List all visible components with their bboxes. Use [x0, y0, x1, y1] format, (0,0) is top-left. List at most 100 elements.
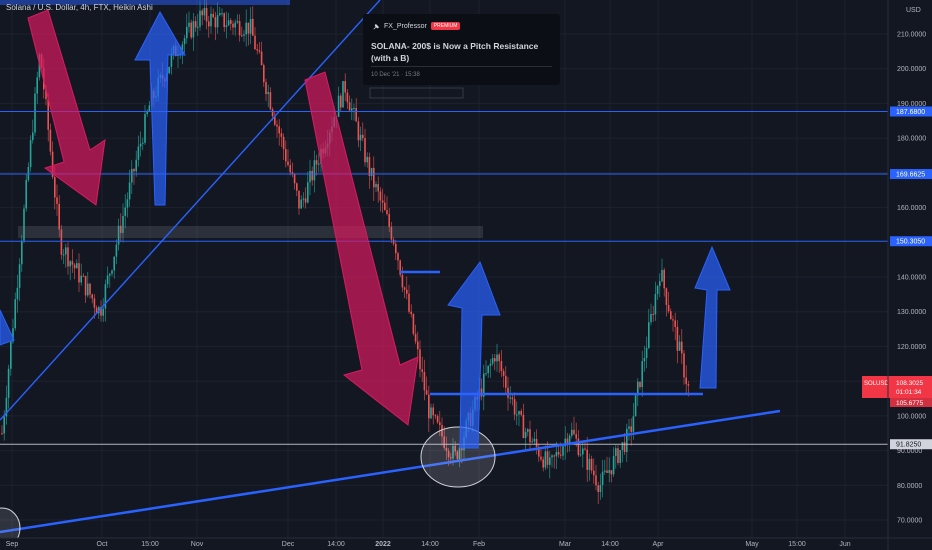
candle-body	[188, 22, 190, 27]
candle-body	[445, 447, 448, 451]
candle-body	[544, 451, 547, 468]
time-axis[interactable]	[0, 538, 932, 550]
candle-body	[214, 17, 217, 28]
candle-body	[51, 151, 54, 178]
candle-body	[89, 283, 91, 295]
candle-body	[223, 13, 225, 28]
candle-body	[122, 215, 124, 233]
candle-body	[315, 160, 318, 165]
candle-body	[599, 485, 602, 492]
down-arrow-icon[interactable]	[304, 71, 419, 426]
long-trendline[interactable]	[0, 409, 781, 534]
candle-body	[111, 270, 113, 274]
candle-body	[520, 411, 522, 415]
candle-body	[454, 445, 456, 452]
candle-body	[505, 375, 507, 388]
x-tick-label: 2022	[375, 541, 391, 548]
candle-body	[113, 256, 115, 271]
candle-body	[183, 38, 186, 45]
popup-date: 10 Dec '21 · 15:38	[371, 72, 420, 78]
candle-body	[80, 275, 82, 283]
candle-body	[307, 182, 309, 203]
candle-body	[535, 438, 538, 447]
candle-body	[516, 414, 518, 416]
candle-body	[588, 458, 591, 470]
candle-body	[571, 429, 573, 436]
candle-body	[318, 163, 320, 165]
candle-body	[34, 93, 36, 133]
up-arrow-icon[interactable]	[134, 10, 186, 206]
candle-body	[568, 435, 571, 445]
candle-body	[582, 448, 584, 455]
candle-body	[192, 21, 195, 38]
candle-body	[91, 294, 93, 299]
y-tick-label: 90.0000	[897, 448, 922, 455]
candle-body	[540, 456, 542, 460]
candle-body	[634, 395, 637, 417]
candle-body	[133, 169, 135, 172]
candle-body	[353, 107, 355, 109]
candle-body	[610, 470, 613, 475]
candle-body	[197, 26, 199, 28]
candle-body	[199, 10, 201, 27]
candle-body	[399, 260, 401, 275]
candle-body	[665, 288, 668, 305]
candle-body	[663, 269, 665, 289]
candle-body	[346, 92, 349, 103]
highlight-ellipse[interactable]	[420, 426, 496, 488]
down-arrow-icon[interactable]	[27, 9, 106, 206]
top-zone	[0, 0, 290, 5]
candle-body	[403, 287, 406, 290]
price-axis[interactable]	[888, 0, 932, 550]
up-arrow-icon[interactable]	[694, 245, 731, 389]
candle-body	[190, 22, 192, 38]
candle-body	[489, 363, 492, 366]
candle-body	[95, 307, 98, 314]
candle-body	[615, 448, 617, 457]
candle-body	[344, 81, 346, 93]
candle-body	[608, 470, 610, 473]
y-tick-label: 120.0000	[897, 344, 926, 351]
level-label-box	[890, 236, 932, 247]
candle-body	[388, 214, 390, 227]
candle-body	[401, 274, 404, 288]
candle-body	[342, 81, 344, 108]
candle-body	[247, 22, 250, 34]
x-tick-label: 15:00	[141, 541, 159, 548]
candle-body	[186, 26, 188, 39]
candle-body	[511, 397, 514, 400]
x-tick-label: Feb	[473, 541, 485, 548]
candle-body	[428, 394, 430, 419]
candle-body	[144, 114, 146, 143]
candle-body	[461, 447, 463, 451]
candle-body	[170, 53, 173, 67]
candle-body	[551, 455, 553, 458]
candle-body	[236, 21, 239, 23]
up-arrow-icon[interactable]	[0, 309, 15, 346]
popup-author[interactable]: FX_Professor	[384, 22, 427, 30]
candle-body	[593, 470, 595, 476]
candle-body	[626, 428, 628, 453]
ascending-trendline[interactable]	[0, 0, 381, 421]
candle-body	[384, 202, 386, 211]
candle-body	[38, 54, 41, 78]
candle-body	[502, 371, 505, 376]
candle-body	[612, 456, 615, 475]
candle-body	[45, 89, 47, 100]
x-tick-label: 15:00	[788, 541, 806, 548]
idea-popup[interactable]: FX_Professor PREMIUM SOLANA- 200$ is Now…	[363, 14, 560, 85]
x-tick-label: Nov	[191, 541, 204, 548]
candle-body	[494, 358, 496, 362]
candle-body	[73, 264, 76, 269]
popup-headline[interactable]: SOLANA- 200$ is Now a Pitch Resistance (…	[371, 41, 539, 63]
candle-body	[120, 225, 122, 233]
candle-body	[377, 184, 379, 192]
candle-body	[529, 429, 531, 443]
popup-divider	[371, 66, 552, 67]
candle-body	[76, 263, 78, 269]
candle-body	[104, 284, 107, 309]
candle-body	[538, 446, 540, 457]
up-arrow-icon[interactable]	[447, 260, 501, 449]
candle-body	[12, 328, 14, 342]
